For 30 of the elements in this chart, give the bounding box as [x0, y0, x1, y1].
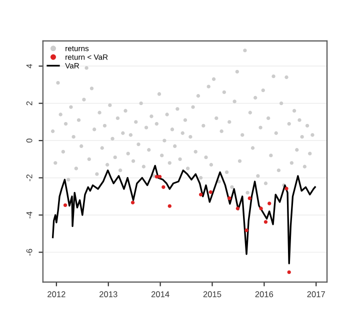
- point: [244, 228, 248, 232]
- point: [284, 186, 288, 190]
- point: [228, 196, 232, 200]
- point: [264, 220, 268, 224]
- point: [248, 196, 252, 200]
- y-tick-label: 2: [26, 101, 32, 106]
- line-series: [52, 164, 316, 264]
- x-tick-label: 2015: [203, 291, 222, 298]
- point: [268, 202, 272, 206]
- x-tick-label: 2012: [48, 291, 66, 298]
- point: [158, 174, 162, 179]
- point: [259, 206, 263, 210]
- x-tick-label: 2017: [307, 291, 325, 298]
- point: [130, 200, 135, 204]
- point: [208, 190, 213, 194]
- x-tick-label: 2013: [100, 291, 118, 298]
- x-tick-label: 2016: [255, 291, 274, 298]
- point: [162, 185, 166, 189]
- y-tick-label: -6: [26, 248, 32, 256]
- point: [154, 174, 159, 179]
- y-tick-label: 4: [26, 64, 32, 68]
- point: [236, 206, 240, 210]
- point: [198, 192, 203, 196]
- y-tick-label: -2: [26, 174, 32, 182]
- x-tick-label: 2014: [151, 291, 170, 298]
- y-tick-label: 0: [26, 138, 32, 143]
- point: [63, 203, 68, 207]
- point: [168, 204, 172, 208]
- y-tick-label: -4: [26, 212, 32, 218]
- point: [287, 270, 291, 274]
